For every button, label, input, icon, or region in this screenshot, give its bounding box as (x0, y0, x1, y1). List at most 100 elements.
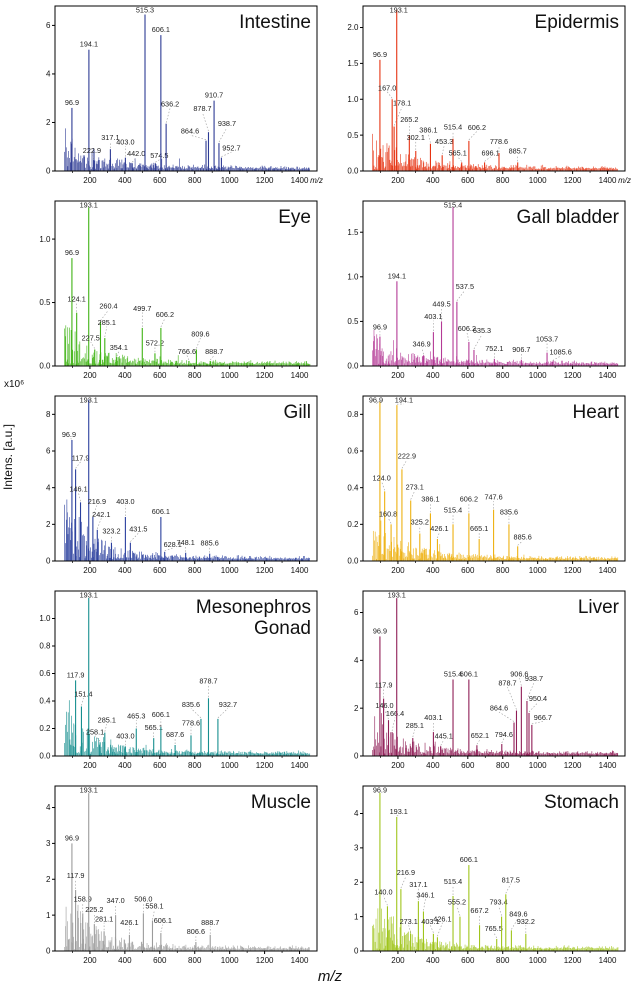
y-tick-label: 1 (354, 912, 359, 921)
spectrum-panel-gill: 96.9 117.9 146.1 193.1 216.9 242.1 323.2 403.0 4… (46, 395, 318, 575)
x-tick-label: 800 (188, 956, 202, 965)
peak-label: 606.2 (468, 123, 486, 132)
y-tick-label: 0.5 (347, 317, 359, 326)
peak-label: 227.5 (82, 334, 100, 343)
peak-label: 426.1 (430, 524, 448, 533)
peak-label: 403.0 (116, 497, 134, 506)
peak-label: 515.4 (444, 123, 462, 132)
x-tick-label: 600 (461, 566, 475, 575)
peak-label: 403.1 (421, 917, 439, 926)
peak-label: 96.9 (369, 396, 383, 405)
x-tick-label: 1200 (256, 371, 274, 380)
y-axis: 0 1 2 3 4 (354, 809, 363, 956)
peak-label-leader (441, 145, 445, 155)
plot-frame (362, 785, 626, 952)
peak-label-leader (528, 702, 539, 713)
y-tick-label: 2 (46, 118, 51, 127)
peak-label: 555.2 (448, 898, 466, 907)
peak-label: 465.3 (127, 712, 145, 721)
peak-label-leader (189, 134, 207, 140)
peak-label-leader (440, 739, 445, 746)
spectrum-noise (372, 520, 619, 561)
x-axis: 200 400 600 800 1000 1200 1400 (380, 951, 617, 965)
x-tick-label: 1400 (291, 956, 309, 965)
peak-label: 606.1 (152, 710, 170, 719)
peak-label-leader (152, 909, 155, 920)
x-tick-label: 1000 (529, 176, 547, 185)
peak-label-leader (498, 906, 502, 916)
peak-label: 910.7 (205, 91, 223, 100)
peak-label-leader (412, 729, 416, 738)
peak-label: 849.6 (509, 909, 527, 918)
peak-label: 193.1 (390, 6, 408, 15)
peak-label: 766.6 (178, 347, 196, 356)
peak-label: 515.3 (136, 6, 154, 15)
x-tick-label: 1200 (256, 761, 274, 770)
spectrum-noise (64, 128, 310, 171)
peak-label: 160.8 (379, 509, 397, 518)
peak-label-leader (78, 492, 81, 502)
peak-label: 809.6 (191, 330, 209, 339)
spectrum-panel-eye: 96.9 124.1 193.1 227.5 260.4 285.1 354.1 499.7 5… (39, 200, 318, 380)
y-axis: 0 2 4 6 8 (46, 410, 55, 566)
peak-label-leader (164, 548, 173, 552)
x-tick-label: 1400 (599, 371, 617, 380)
x-tick-label: 1400 (291, 566, 309, 575)
x-tick-label: 200 (391, 566, 405, 575)
peak-label: 449.5 (432, 299, 450, 308)
peak-label: 572.2 (146, 338, 164, 347)
peak-label: 667.2 (470, 906, 488, 915)
peak-label: 242.1 (92, 510, 110, 519)
x-tick-label: 600 (461, 371, 475, 380)
peak-label-leader (423, 898, 426, 911)
x-tick-label: 600 (461, 176, 475, 185)
y-tick-label: 0 (46, 947, 51, 956)
peak-label: 635.3 (473, 326, 491, 335)
peak-label: 194.1 (388, 271, 406, 280)
x-axis: 200 400 600 800 1000 1200 1400 (380, 561, 617, 575)
peak-label-leader (456, 906, 461, 916)
plot-frame (362, 200, 626, 367)
peak-label: 273.1 (406, 483, 424, 492)
peak-label: 806.6 (187, 927, 205, 936)
peak-label: 96.9 (373, 323, 387, 332)
peak-label: 885.7 (509, 146, 527, 155)
spectrum-peaks: 96.9 124.1 193.1 227.5 260.4 285.1 354.1 499.7 5… (65, 201, 223, 366)
peak-label-leader (387, 517, 392, 524)
peak-label: 888.7 (201, 918, 219, 927)
peak-label: 386.1 (421, 494, 439, 503)
peak-label-leader (393, 106, 403, 126)
y-axis: 0.0 0.5 1.0 1.5 2.0 (347, 23, 363, 176)
peak-label-leader (519, 678, 522, 686)
y-tick-label: 2.0 (347, 23, 359, 32)
x-tick-label: 1400 (291, 176, 309, 185)
y-tick-label: 0.4 (347, 483, 359, 492)
peak-label: 166.4 (386, 709, 404, 718)
x-axis: 200 400 600 800 1000 1200 1400 (380, 366, 617, 380)
peak-label: 216.9 (88, 497, 106, 506)
x-tick-label: 1000 (221, 566, 239, 575)
x-tick-label: 1400 (599, 566, 617, 575)
peak-label: 317.1 (101, 133, 119, 142)
panel-title: Liver (578, 597, 620, 618)
peak-label: 431.5 (129, 525, 147, 534)
peak-label: 117.9 (67, 871, 85, 880)
peak-label-leader (437, 532, 440, 539)
y-tick-label: 0.2 (39, 724, 51, 733)
peak-label: 665.1 (470, 524, 488, 533)
x-axis-unit: m/z (618, 176, 631, 185)
y-tick-label: 1.0 (347, 95, 359, 104)
y-tick-label: 1.0 (39, 614, 51, 623)
x-tick-label: 800 (496, 761, 510, 770)
y-axis: 0.0 0.5 1.0 1.5 (347, 228, 363, 371)
peak-label-leader (493, 932, 497, 939)
x-tick-label: 600 (461, 761, 475, 770)
panel-title: Intestine (239, 12, 311, 33)
peak-label: 445.1 (435, 731, 453, 740)
peak-label: 515.4 (444, 669, 462, 678)
